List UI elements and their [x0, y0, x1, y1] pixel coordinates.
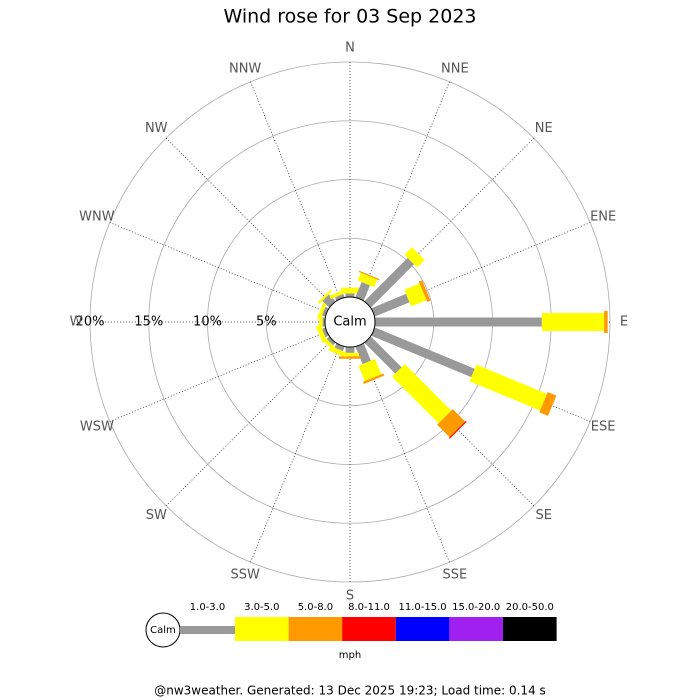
direction-label: S	[346, 589, 354, 604]
bar-segment	[334, 293, 345, 301]
bar-segment	[392, 364, 452, 424]
bar-segment	[375, 317, 542, 327]
bar-segment	[448, 420, 467, 439]
calm-label: Calm	[333, 315, 366, 330]
footer: @nw3weather. Generated: 13 Dec 2025 19:2…	[154, 684, 546, 698]
direction-label: SSW	[230, 568, 260, 583]
bar-segment	[345, 293, 355, 297]
direction-label: WSW	[80, 419, 114, 434]
legend-swatch	[235, 617, 289, 641]
legend-label: 15.0-20.0	[452, 602, 500, 613]
spoke	[165, 339, 333, 507]
bar-segment	[317, 289, 333, 305]
calm-circle	[324, 296, 376, 348]
bar-segment	[362, 373, 385, 385]
legend-swatch	[395, 617, 450, 641]
bar-segment	[358, 359, 382, 382]
ring-label: 5%	[256, 315, 277, 330]
bar-segment	[355, 343, 371, 365]
direction-label: ESE	[591, 419, 616, 434]
legend-label: 20.0-50.0	[506, 602, 554, 613]
bar-segment	[437, 409, 466, 438]
bar-segment	[329, 288, 348, 300]
legend-label: 5.0-8.0	[298, 602, 333, 613]
legend-label: 3.0-5.0	[244, 602, 279, 613]
ring-label: 20%	[76, 315, 105, 330]
legend-swatch	[342, 617, 396, 641]
spoke	[359, 81, 450, 300]
bar-segment	[541, 313, 605, 331]
direction-label: NNE	[441, 61, 469, 76]
direction-label: NW	[145, 121, 168, 136]
bar-segment	[364, 336, 402, 374]
direction-label: SE	[536, 508, 552, 523]
chart-title: Wind rose for 03 Sep 2023	[223, 6, 476, 28]
spoke	[109, 331, 328, 422]
legend-unit: mph	[339, 650, 361, 661]
bar-segment	[339, 356, 361, 359]
direction-label: E	[620, 315, 628, 330]
direction-label: W	[70, 315, 83, 330]
grid: 5%10%15%20%NNNENEENEEESESESSESSSWSWWSWWW…	[70, 41, 629, 604]
legend: Calm mph 1.0-3.0 3.0-5.0 5.0-8.0 8.0-11.0 11…	[145, 602, 557, 661]
bar-segment	[371, 327, 475, 378]
legend-label: 11.0-15.0	[399, 602, 447, 613]
direction-label: WNW	[79, 210, 115, 225]
direction-label: N	[345, 41, 355, 56]
spoke	[165, 137, 333, 305]
bar-segment	[315, 324, 328, 344]
bar-segment	[321, 306, 329, 317]
spoke	[359, 344, 450, 563]
bar-segment	[539, 391, 557, 416]
spoke	[250, 344, 341, 563]
bar-segment	[334, 343, 345, 352]
bar-segment	[316, 301, 328, 320]
bar-segment	[345, 347, 355, 353]
bar-segment	[404, 283, 427, 307]
bar-segment	[357, 272, 378, 288]
bar-segment	[404, 247, 425, 268]
bar-segment	[322, 317, 325, 327]
direction-label: ENE	[590, 210, 616, 225]
spoke	[109, 222, 328, 313]
direction-label: SSE	[442, 568, 467, 583]
legend-swatch	[180, 626, 235, 634]
bar-segment	[418, 280, 431, 302]
ring-label: 15%	[134, 315, 163, 330]
bar-segment	[355, 281, 371, 301]
legend-label: 8.0-11.0	[348, 602, 390, 613]
bar-segment	[371, 293, 410, 317]
direction-label: SW	[146, 508, 167, 523]
legend-swatch	[503, 617, 557, 641]
bar-segment	[321, 327, 329, 338]
bar-segment	[364, 257, 415, 308]
direction-label: NE	[535, 121, 553, 136]
bar-segment	[604, 311, 608, 333]
bar-segment	[358, 270, 380, 281]
legend-calm-label: Calm	[150, 625, 176, 636]
legend-swatch	[449, 617, 503, 641]
legend-label: 1.0-3.0	[190, 602, 225, 613]
bars	[313, 243, 608, 441]
direction-label: NNW	[229, 61, 261, 76]
bar-segment	[326, 336, 336, 346]
bar-segment	[469, 364, 547, 411]
legend-swatch	[288, 617, 343, 641]
spoke	[250, 81, 341, 300]
